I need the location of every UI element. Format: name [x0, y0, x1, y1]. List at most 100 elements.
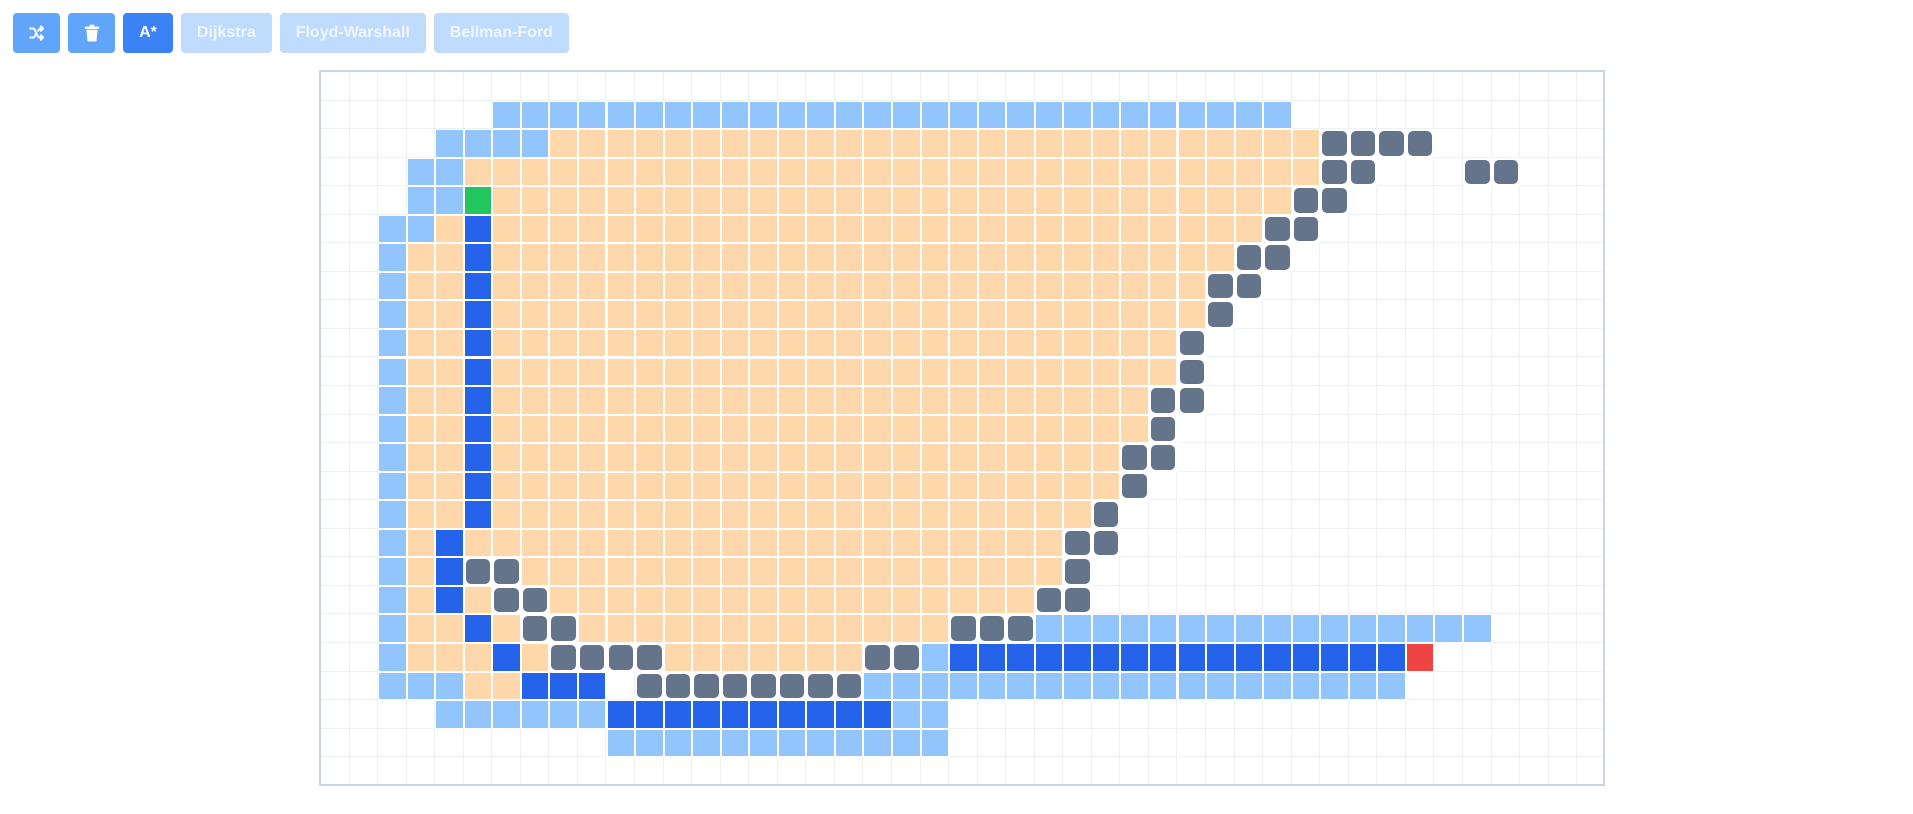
- grid-cell-visited[interactable]: [1034, 186, 1064, 215]
- grid-cell-wall[interactable]: [1291, 186, 1321, 215]
- grid-cell-frontier[interactable]: [863, 100, 892, 130]
- grid-cell-empty[interactable]: [1548, 443, 1578, 472]
- grid-cell-empty[interactable]: [1548, 157, 1578, 187]
- grid-cell-empty[interactable]: [1577, 329, 1603, 358]
- grid-cell-empty[interactable]: [1577, 129, 1603, 158]
- grid-cell-path[interactable]: [635, 700, 664, 729]
- grid-cell-path[interactable]: [834, 700, 864, 729]
- grid-cell-frontier[interactable]: [863, 671, 892, 701]
- grid-cell-visited[interactable]: [834, 643, 864, 672]
- grid-cell-visited[interactable]: [806, 500, 835, 529]
- grid-cell-empty[interactable]: [1063, 728, 1092, 758]
- grid-cell-frontier[interactable]: [577, 100, 607, 130]
- grid-cell-empty[interactable]: [1291, 414, 1321, 444]
- grid-cell-visited[interactable]: [892, 186, 921, 215]
- grid-cell-visited[interactable]: [492, 614, 521, 643]
- grid-cell-wall[interactable]: [863, 643, 892, 672]
- grid-cell-visited[interactable]: [749, 300, 778, 329]
- grid-cell-empty[interactable]: [435, 100, 464, 130]
- grid-cell-empty[interactable]: [1491, 414, 1521, 444]
- grid-cell-visited[interactable]: [606, 271, 636, 301]
- grid-cell-frontier[interactable]: [378, 557, 407, 586]
- grid-cell-wall[interactable]: [720, 671, 750, 701]
- grid-cell-visited[interactable]: [635, 386, 664, 415]
- grid-cell-visited[interactable]: [1120, 157, 1149, 187]
- grid-cell-visited[interactable]: [920, 614, 950, 643]
- grid-cell-visited[interactable]: [863, 243, 892, 272]
- grid-cell-frontier[interactable]: [1177, 671, 1207, 701]
- grid-cell-visited[interactable]: [692, 186, 721, 215]
- grid-cell-visited[interactable]: [663, 585, 693, 615]
- grid-cell-empty[interactable]: [1491, 528, 1521, 558]
- grid-cell-visited[interactable]: [692, 271, 721, 301]
- grid-cell-empty[interactable]: [1148, 728, 1178, 758]
- grid-cell-frontier[interactable]: [1034, 614, 1064, 643]
- grid-cell-empty[interactable]: [606, 671, 636, 701]
- grid-cell-empty[interactable]: [1405, 214, 1435, 244]
- grid-cell-empty[interactable]: [1377, 72, 1406, 101]
- grid-cell-frontier[interactable]: [977, 100, 1007, 130]
- grid-cell-visited[interactable]: [749, 443, 778, 472]
- grid-cell-visited[interactable]: [1034, 300, 1064, 329]
- grid-cell-empty[interactable]: [1491, 500, 1521, 529]
- grid-cell-empty[interactable]: [1577, 358, 1603, 387]
- grid-cell-visited[interactable]: [749, 528, 778, 558]
- grid-cell-visited[interactable]: [1006, 243, 1035, 272]
- grid-cell-visited[interactable]: [892, 585, 921, 615]
- grid-cell-visited[interactable]: [549, 129, 578, 158]
- grid-cell-visited[interactable]: [892, 328, 921, 358]
- grid-cell-visited[interactable]: [720, 243, 750, 272]
- grid-cell-visited[interactable]: [749, 386, 778, 415]
- grid-cell-empty[interactable]: [1434, 100, 1463, 130]
- grid-cell-empty[interactable]: [949, 728, 978, 758]
- grid-cell-empty[interactable]: [1434, 271, 1463, 301]
- grid-cell-empty[interactable]: [435, 72, 464, 101]
- grid-cell-empty[interactable]: [1320, 300, 1349, 329]
- grid-cell-visited[interactable]: [492, 214, 521, 244]
- grid-cell-empty[interactable]: [1291, 243, 1321, 272]
- grid-cell-visited[interactable]: [435, 643, 464, 672]
- grid-cell-empty[interactable]: [321, 643, 350, 672]
- grid-cell-empty[interactable]: [1434, 700, 1463, 729]
- grid-cell-visited[interactable]: [1206, 129, 1235, 158]
- grid-cell-visited[interactable]: [977, 129, 1007, 158]
- grid-cell-frontier[interactable]: [949, 100, 978, 130]
- grid-cell-visited[interactable]: [435, 414, 464, 444]
- grid-cell-empty[interactable]: [1263, 728, 1292, 758]
- grid-cell-empty[interactable]: [1234, 386, 1264, 415]
- grid-cell-empty[interactable]: [949, 757, 978, 784]
- grid-cell-empty[interactable]: [349, 357, 379, 387]
- grid-cell-visited[interactable]: [834, 357, 864, 387]
- grid-cell-path[interactable]: [777, 700, 807, 729]
- grid-cell-visited[interactable]: [806, 643, 835, 672]
- grid-cell-visited[interactable]: [863, 271, 892, 301]
- grid-cell-visited[interactable]: [949, 214, 978, 244]
- grid-cell-path[interactable]: [463, 300, 493, 329]
- grid-cell-frontier[interactable]: [1234, 614, 1264, 643]
- grid-cell-empty[interactable]: [1548, 614, 1578, 643]
- grid-cell-visited[interactable]: [577, 614, 607, 643]
- grid-cell-visited[interactable]: [892, 243, 921, 272]
- grid-cell-empty[interactable]: [1434, 500, 1463, 529]
- grid-cell-empty[interactable]: [1320, 471, 1349, 501]
- grid-cell-frontier[interactable]: [1120, 100, 1149, 130]
- grid-cell-visited[interactable]: [949, 414, 978, 444]
- grid-cell-empty[interactable]: [1091, 557, 1121, 586]
- grid-cell-visited[interactable]: [777, 557, 807, 586]
- grid-cell-empty[interactable]: [1434, 129, 1463, 158]
- grid-cell-visited[interactable]: [577, 471, 607, 501]
- grid-cell-empty[interactable]: [1348, 300, 1378, 329]
- grid-cell-empty[interactable]: [378, 100, 407, 130]
- grid-cell-visited[interactable]: [777, 500, 807, 529]
- grid-cell-visited[interactable]: [806, 443, 835, 472]
- grid-cell-frontier[interactable]: [378, 443, 407, 472]
- grid-cell-visited[interactable]: [520, 557, 550, 586]
- grid-cell-empty[interactable]: [1263, 328, 1292, 358]
- grid-cell-visited[interactable]: [577, 443, 607, 472]
- grid-cell-visited[interactable]: [1034, 443, 1064, 472]
- grid-cell-path[interactable]: [977, 643, 1007, 672]
- grid-cell-empty[interactable]: [1263, 557, 1292, 586]
- grid-cell-empty[interactable]: [349, 157, 379, 187]
- grid-cell-visited[interactable]: [492, 157, 521, 187]
- grid-cell-empty[interactable]: [1291, 300, 1321, 329]
